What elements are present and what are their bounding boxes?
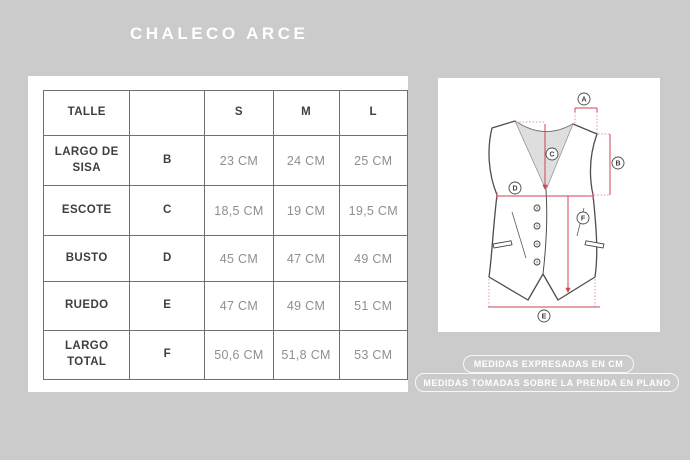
table-corner-cell: TALLE [42,90,131,136]
vest-neckline-inner [514,120,574,191]
table-letter-header-cell [129,90,206,136]
badge-measurement-method: MEDIDAS TOMADAS SOBRE LA PRENDA EN PLANO [415,373,679,392]
badge-units: MEDIDAS EXPRESADAS EN CM [463,355,634,373]
page-title: CHALECO ARCE [130,24,309,43]
table-header-row: TALLE S M L [42,90,408,136]
size-header-s: S [204,90,274,136]
table-row: ESCOTE C 18,5 CM 19 CM 19,5 CM [42,185,408,236]
table-row: BUSTO D 45 CM 47 CM 49 CM [42,235,408,282]
row-value-l: 49 CM [338,235,408,282]
row-value-l: 25 CM [338,135,408,186]
row-letter: B [129,135,206,186]
row-value-s: 23 CM [204,135,274,186]
row-value-m: 51,8 CM [272,330,340,380]
measurement-labels: A B C D E F [508,92,625,323]
label-c: C [549,152,554,159]
row-label: ESCOTE [42,185,131,236]
vest-pocket-right [584,240,605,249]
vest-dart-left [511,211,527,259]
row-value-s: 47 CM [204,281,274,331]
row-value-m: 24 CM [272,135,340,186]
row-value-s: 45 CM [204,235,274,282]
table-row: LARGO TOTAL F 50,6 CM 51,8 CM 53 CM [42,330,408,380]
vest-diagram-card: A B C D E F [438,78,660,332]
size-table: TALLE S M L LARGO DE SISA B 23 CM 24 CM … [42,90,408,380]
size-header-m: M [272,90,340,136]
label-e: E [542,314,547,321]
row-letter: D [129,235,206,282]
row-value-s: 18,5 CM [204,185,274,236]
row-letter: F [129,330,206,380]
vest-buttons [533,204,541,266]
row-value-m: 47 CM [272,235,340,282]
table-row: LARGO DE SISA B 23 CM 24 CM 25 CM [42,135,408,186]
vest-placket [542,189,548,275]
vest-pocket-left [492,240,513,249]
label-d: D [512,186,517,193]
row-value-s: 50,6 CM [204,330,274,380]
row-label: LARGO TOTAL [42,330,131,380]
label-f: F [581,216,586,223]
row-letter: E [129,281,206,331]
size-header-l: L [338,90,408,136]
row-label: LARGO DE SISA [42,135,131,186]
vest-measurement-diagram: A B C D E F [488,92,625,323]
row-value-l: 51 CM [338,281,408,331]
label-a: A [581,97,586,104]
row-label: RUEDO [42,281,131,331]
measurement-lines [488,107,611,308]
row-value-m: 19 CM [272,185,340,236]
size-table-card: TALLE S M L LARGO DE SISA B 23 CM 24 CM … [28,76,408,392]
row-value-l: 53 CM [338,330,408,380]
row-value-l: 19,5 CM [338,185,408,236]
row-label: BUSTO [42,235,131,282]
row-letter: C [129,185,206,236]
table-row: RUEDO E 47 CM 49 CM 51 CM [42,281,408,331]
label-b: B [615,161,620,168]
row-value-m: 49 CM [272,281,340,331]
